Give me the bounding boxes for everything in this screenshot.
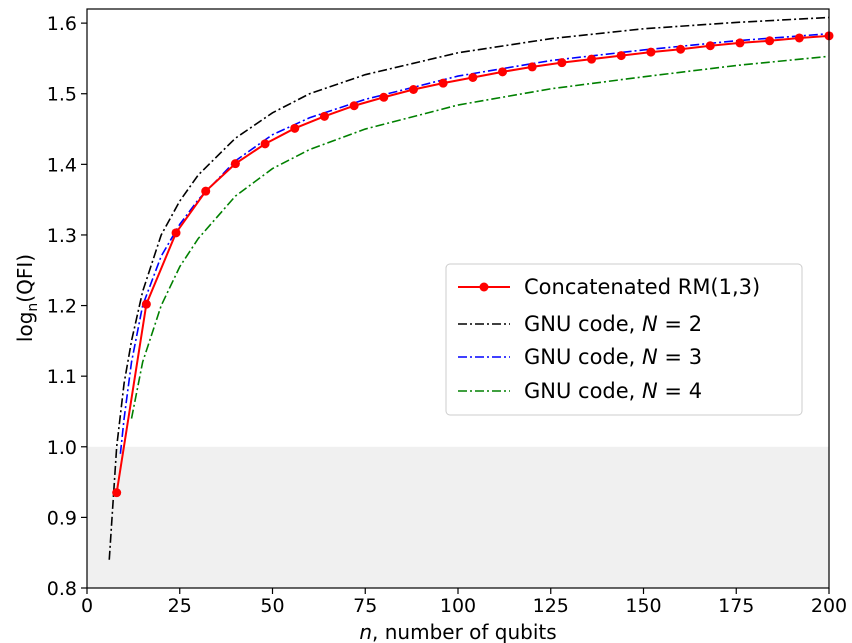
data-point	[438, 78, 448, 88]
series-layer	[108, 16, 834, 560]
data-point	[349, 101, 359, 111]
legend-label-concatenated: Concatenated RM(1,3)	[524, 275, 760, 299]
data-point	[201, 186, 211, 196]
legend-entry-gnu-n2: GNU code, N = 2	[458, 312, 702, 336]
y-tick-label: 1.6	[47, 13, 77, 35]
legend-label-gnu-n3: GNU code, N = 3	[524, 345, 702, 369]
y-axis-label-subscript: n	[25, 303, 41, 312]
data-point	[765, 36, 775, 46]
data-point	[735, 38, 745, 48]
legend-label-gnu-n4: GNU code, N = 4	[524, 379, 702, 403]
x-axis-label-text: , number of qubits	[372, 620, 557, 643]
data-point	[408, 84, 418, 94]
data-point	[646, 47, 656, 57]
data-point	[527, 62, 537, 72]
shaded-region	[87, 446, 829, 588]
series-line	[108, 16, 830, 560]
data-point	[587, 54, 597, 64]
y-tick-label: 0.8	[47, 578, 77, 600]
y-tick-label: 0.9	[47, 507, 77, 529]
legend-entry-gnu-n4: GNU code, N = 4	[458, 379, 702, 403]
data-point	[379, 92, 389, 102]
legend-label-gnu-n2-var: N	[642, 312, 658, 336]
x-tick-label: 175	[718, 595, 754, 617]
data-point	[498, 67, 508, 77]
data-point	[468, 72, 478, 82]
data-point	[112, 488, 122, 498]
legend-label-gnu-n4-suffix: = 4	[658, 379, 702, 403]
x-tick-label: 125	[533, 595, 569, 617]
legend-label-gnu-n4-prefix: GNU code,	[524, 379, 642, 403]
legend-label-gnu-n3-suffix: = 3	[658, 345, 702, 369]
legend-label-gnu-n2: GNU code, N = 2	[524, 312, 702, 336]
y-tick-label: 1.2	[47, 296, 77, 318]
y-axis-label: logn(QFI)	[13, 254, 41, 342]
data-point	[705, 41, 715, 51]
x-tick-label: 150	[625, 595, 661, 617]
y-tick-label: 1.0	[47, 437, 77, 459]
x-tick-label: 100	[440, 595, 476, 617]
x-axis-label-variable: n	[359, 620, 372, 643]
legend-entry-concatenated: Concatenated RM(1,3)	[458, 275, 760, 299]
data-point	[290, 123, 300, 133]
series-2	[119, 32, 830, 454]
legend-label-gnu-n4-var: N	[642, 379, 658, 403]
y-tick-label: 1.4	[47, 154, 77, 176]
series-1	[108, 16, 830, 560]
x-tick-label: 75	[353, 595, 377, 617]
x-tick-label: 200	[811, 595, 847, 617]
x-axis-label: n, number of qubits	[359, 620, 556, 643]
data-point	[230, 159, 240, 169]
legend: Concatenated RM(1,3) GNU code, N = 2 GNU…	[445, 263, 803, 416]
legend-entry-gnu-n3: GNU code, N = 3	[458, 345, 702, 369]
x-tick-label: 0	[81, 595, 93, 617]
data-point	[676, 44, 686, 54]
series-0	[112, 31, 834, 498]
y-tick-label: 1.1	[47, 366, 77, 388]
legend-label-gnu-n2-suffix: = 2	[658, 312, 702, 336]
legend-label-gnu-n2-prefix: GNU code,	[524, 312, 642, 336]
legend-marker-concatenated	[479, 282, 489, 292]
legend-box	[445, 263, 803, 416]
y-axis-label-rest: (QFI)	[13, 254, 37, 303]
y-tick-label: 1.3	[47, 225, 77, 247]
data-point	[319, 111, 329, 121]
data-point	[171, 228, 181, 238]
legend-label-gnu-n3-prefix: GNU code,	[524, 345, 642, 369]
series-line	[130, 55, 830, 419]
ticks-layer: 0 25 50 75 100 125 150 175 200 0.8 0.9 1.0 1.1 1.2 1.3…	[47, 13, 847, 617]
data-point	[557, 58, 567, 68]
series-3	[130, 55, 830, 419]
x-tick-label: 50	[260, 595, 284, 617]
y-axis-label-base: log	[13, 312, 37, 343]
legend-label-gnu-n3-var: N	[642, 345, 658, 369]
series-line	[119, 32, 830, 454]
data-point	[141, 299, 151, 309]
x-tick-label: 25	[168, 595, 192, 617]
data-point	[260, 139, 270, 149]
data-point	[616, 51, 626, 61]
y-tick-label: 1.5	[47, 84, 77, 106]
data-point	[794, 33, 804, 43]
